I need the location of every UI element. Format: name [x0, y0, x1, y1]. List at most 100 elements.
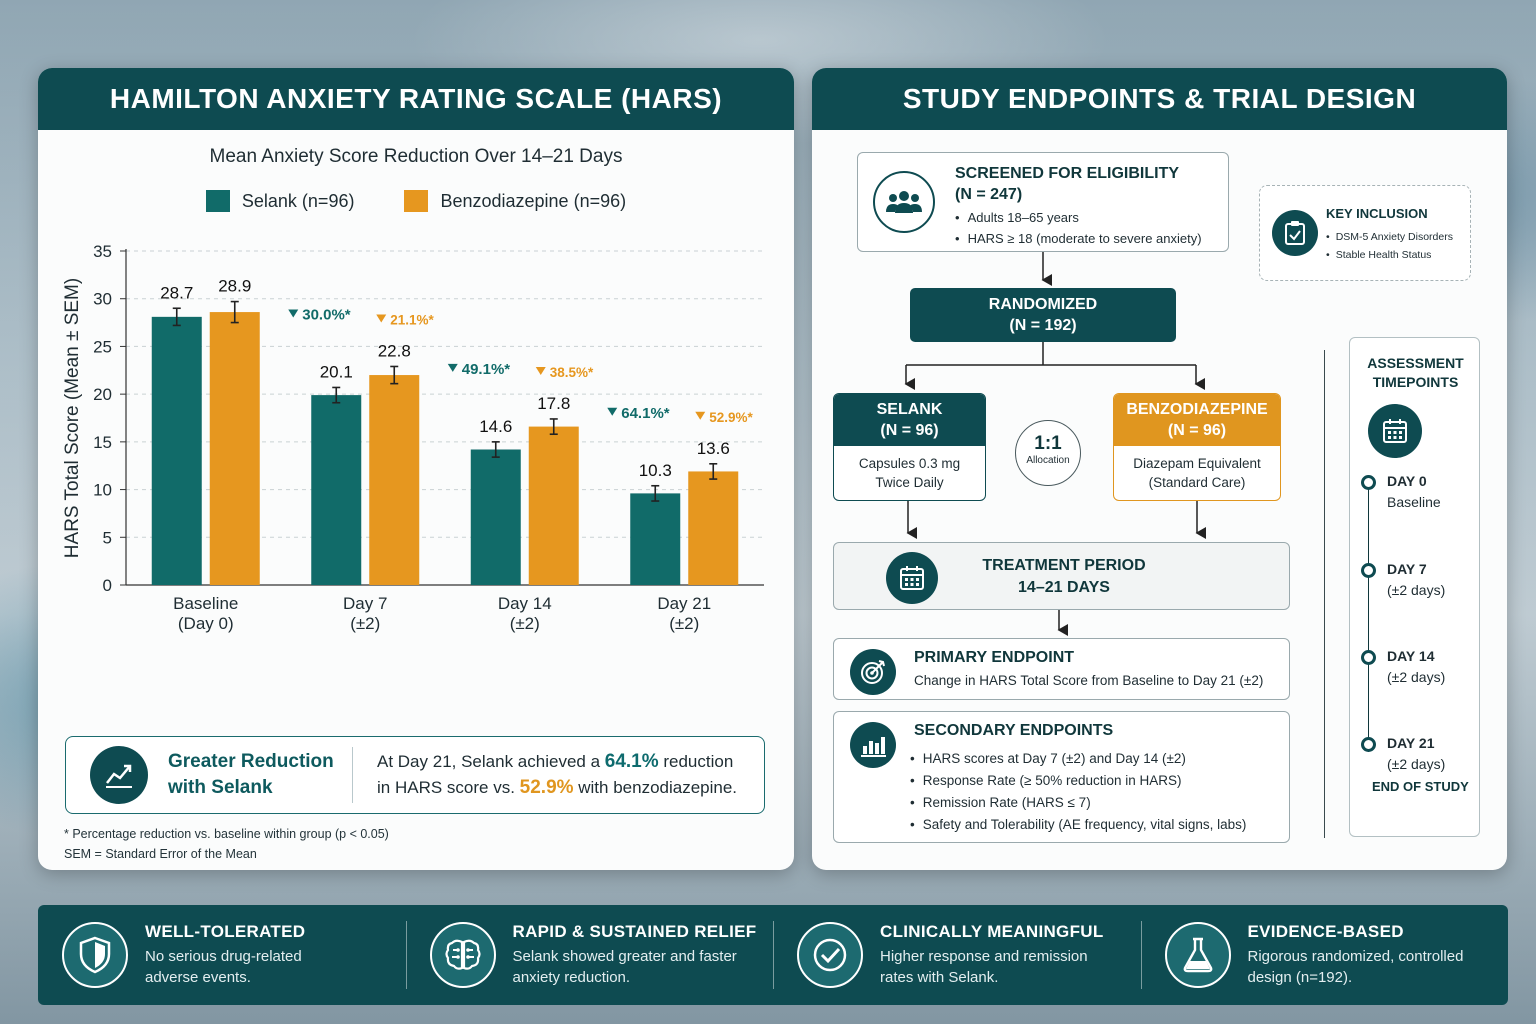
- bar-benzodiazepine: [688, 471, 739, 585]
- data-label: 28.7: [160, 283, 193, 302]
- assessment-timepoints-box: ASSESSMENT TIMEPOINTS DAY 0 Baseline DAY …: [1349, 337, 1480, 837]
- highlight-callout: Greater Reduction with Selank At Day 21,…: [65, 736, 765, 814]
- y-tick-label: 35: [93, 242, 112, 261]
- key-findings-banner: WELL-TOLERATED No serious drug-related a…: [38, 905, 1508, 1005]
- reduction-label: 49.1%*: [462, 361, 511, 378]
- allocation-circle: 1:1 Allocation: [1015, 420, 1081, 486]
- x-tick-sublabel: (±2): [350, 614, 380, 633]
- treatment-duration: 14–21 DAYS: [1018, 579, 1110, 596]
- y-axis-label: HARS Total Score (Mean ± SEM): [62, 278, 83, 558]
- highlight-title: Greater Reduction with Selank: [168, 751, 334, 798]
- hars-chart-panel: HAMILTON ANXIETY RATING SCALE (HARS) Mea…: [38, 68, 794, 870]
- data-label: 20.1: [320, 362, 353, 381]
- bar-selank: [470, 449, 521, 585]
- key-inclusion-box: KEY INCLUSION DSM-5 Anxiety Disorders St…: [1259, 185, 1471, 281]
- treatment-period-box: TREATMENT PERIOD 14–21 DAYS: [833, 542, 1290, 610]
- list-item: Response Rate (≥ 50% reduction in HARS): [910, 770, 1246, 792]
- finding-evidence-based: EVIDENCE-BASED Rigorous randomized, cont…: [1140, 905, 1509, 1005]
- screening-box: SCREENED FOR ELIGIBILITY (N = 247) Adult…: [857, 152, 1229, 252]
- down-arrow-icon: [695, 411, 706, 420]
- primary-endpoint-box: PRIMARY ENDPOINT Change in HARS Total Sc…: [833, 638, 1290, 700]
- calendar-icon: [1368, 404, 1422, 458]
- clipboard-check-icon: [1272, 210, 1318, 256]
- reduction-label: 30.0%*: [302, 306, 351, 323]
- timepoint-day-0: DAY 0 Baseline: [1387, 473, 1441, 510]
- reduction-label: 64.1%*: [621, 405, 670, 422]
- down-arrow-icon: [535, 366, 546, 375]
- legend-swatch-selank: [205, 190, 230, 212]
- data-label: 17.8: [537, 394, 570, 413]
- legend-label-selank: Selank (n=96): [241, 190, 355, 211]
- primary-endpoint-text: Change in HARS Total Score from Baseline…: [914, 673, 1264, 688]
- x-tick-sublabel: (±2): [510, 614, 540, 633]
- list-item: Stable Health Status: [1326, 246, 1453, 264]
- divider: [352, 747, 353, 803]
- data-label: 28.9: [218, 277, 251, 296]
- timeline-dot: [1361, 650, 1376, 665]
- chart-title: Mean Anxiety Score Reduction Over 14–21 …: [209, 146, 623, 167]
- trial-design-panel: STUDY ENDPOINTS & TRIAL DESIGN SCREENED …: [812, 68, 1507, 870]
- secondary-endpoints-list: HARS scores at Day 7 (±2) and Day 14 (±2…: [910, 748, 1247, 836]
- finding-rapid-relief: RAPID & SUSTAINED RELIEF Selank showed g…: [405, 905, 774, 1005]
- timepoint-day-21: DAY 21 (±2 days): [1387, 735, 1446, 772]
- shield-icon: [62, 922, 128, 988]
- bar-benzodiazepine: [209, 312, 260, 585]
- timepoint-day-7: DAY 7 (±2 days): [1387, 561, 1446, 598]
- primary-endpoint-title: PRIMARY ENDPOINT: [914, 649, 1075, 666]
- target-icon: [850, 649, 896, 695]
- reduction-label: 52.9%*: [709, 410, 753, 425]
- finding-well-tolerated: WELL-TOLERATED No serious drug-related a…: [38, 905, 406, 1005]
- footnotes: * Percentage reduction vs. baseline with…: [64, 824, 389, 864]
- screening-title: SCREENED FOR ELIGIBILITY: [955, 165, 1180, 182]
- reduction-label: 38.5%*: [550, 365, 594, 380]
- y-tick-label: 30: [93, 290, 112, 309]
- data-label: 10.3: [639, 461, 672, 480]
- legend-swatch-benzodiazepine: [404, 190, 429, 212]
- chart-legend: Selank (n=96) Benzodiazepine (n=96): [38, 190, 794, 212]
- list-item: Adults 18–65 years: [955, 207, 1202, 228]
- x-tick-label: Day 21: [657, 594, 711, 613]
- secondary-endpoints-title: SECONDARY ENDPOINTS: [914, 722, 1114, 739]
- x-tick-sublabel: (±2): [669, 614, 699, 633]
- benzo-arm-n: (N = 96): [1167, 422, 1227, 439]
- bar-chart-icon: [850, 722, 896, 768]
- inclusion-criteria: DSM-5 Anxiety Disorders Stable Health St…: [1326, 228, 1453, 264]
- bar-chart: 0 5 10 15 20 25 30 35 HARS Total Score (Mean ± S…: [62, 242, 764, 633]
- trial-panel-header: STUDY ENDPOINTS & TRIAL DESIGN: [812, 68, 1507, 130]
- list-item: HARS ≥ 18 (moderate to severe anxiety): [955, 228, 1202, 249]
- flask-icon: [1164, 922, 1231, 988]
- y-tick-label: 0: [103, 576, 112, 595]
- list-item: DSM-5 Anxiety Disorders: [1326, 228, 1453, 246]
- x-tick-label: Day 7: [343, 594, 387, 613]
- finding-clinically-meaningful: CLINICALLY MEANINGFUL Higher response an…: [773, 905, 1141, 1005]
- y-tick-label: 25: [93, 337, 112, 356]
- selank-arm-n: (N = 96): [880, 422, 939, 439]
- screening-criteria: Adults 18–65 years HARS ≥ 18 (moderate t…: [955, 207, 1202, 249]
- x-tick-label: Day 14: [498, 594, 552, 613]
- trend-chart-icon: [90, 746, 148, 804]
- reduction-label: 21.1%*: [390, 312, 434, 327]
- benzodiazepine-arm-box: BENZODIAZEPINE (N = 96) Diazepam Equival…: [1113, 393, 1281, 501]
- legend-item-selank: Selank (n=96): [205, 190, 355, 212]
- legend-label-benzodiazepine: Benzodiazepine (n=96): [440, 190, 627, 211]
- divider: [1324, 350, 1326, 838]
- randomized-box: RANDOMIZED (N = 192): [910, 288, 1176, 342]
- legend-item-benzodiazepine: Benzodiazepine (n=96): [404, 190, 626, 212]
- selank-reduction-value: 64.1%: [604, 751, 659, 772]
- bar-selank: [630, 493, 681, 585]
- down-arrow-icon: [447, 363, 458, 372]
- timepoints-title: ASSESSMENT TIMEPOINTS: [1367, 355, 1464, 390]
- timepoint-day-14: DAY 14 (±2 days): [1387, 648, 1446, 685]
- timeline-dot: [1361, 737, 1376, 752]
- timeline-dot: [1361, 563, 1376, 578]
- calendar-icon: [886, 552, 938, 604]
- screening-count: (N = 247): [955, 186, 1023, 203]
- down-arrow-icon: [288, 309, 299, 318]
- secondary-endpoints-box: SECONDARY ENDPOINTS HARS scores at Day 7…: [833, 711, 1290, 843]
- hars-panel-header: HAMILTON ANXIETY RATING SCALE (HARS): [38, 68, 794, 130]
- y-tick-label: 10: [93, 481, 112, 500]
- brain-icon: [429, 922, 496, 988]
- footnote-sem: SEM = Standard Error of the Mean: [64, 847, 257, 861]
- list-item: Remission Rate (HARS ≤ 7): [910, 792, 1246, 814]
- selank-arm-box: SELANK (N = 96) Capsules 0.3 mg Twice Da…: [833, 393, 986, 501]
